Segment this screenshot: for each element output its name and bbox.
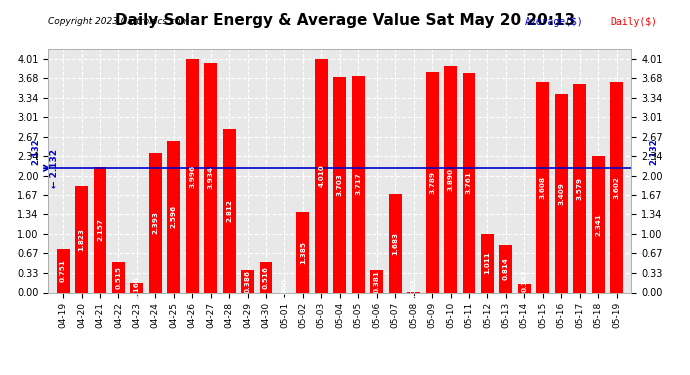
Text: 2.132: 2.132 [31, 139, 40, 165]
Text: 2.157: 2.157 [97, 218, 103, 241]
Bar [592, 156, 604, 292]
Bar [371, 270, 383, 292]
Text: 3.602: 3.602 [613, 176, 620, 199]
Text: 0.814: 0.814 [503, 257, 509, 280]
Bar [75, 186, 88, 292]
Bar [149, 153, 161, 292]
Bar [500, 245, 513, 292]
Bar [130, 283, 144, 292]
Bar [426, 72, 439, 292]
Bar [112, 262, 125, 292]
Text: 3.608: 3.608 [540, 176, 546, 199]
Text: 0.000: 0.000 [282, 278, 288, 301]
Text: 3.409: 3.409 [558, 182, 564, 204]
Text: 0.386: 0.386 [244, 270, 250, 293]
Bar [388, 194, 402, 292]
Bar [223, 129, 235, 292]
Bar [555, 94, 568, 292]
Bar [333, 76, 346, 292]
Text: 1.385: 1.385 [300, 241, 306, 264]
Text: 3.996: 3.996 [189, 164, 195, 188]
Text: 1.823: 1.823 [79, 228, 84, 251]
Bar [573, 84, 586, 292]
Bar [462, 73, 475, 292]
Text: 3.717: 3.717 [355, 173, 362, 195]
Text: ← 2.132: ← 2.132 [50, 148, 59, 188]
Bar [518, 284, 531, 292]
Text: 0.381: 0.381 [374, 270, 380, 293]
Text: 3.703: 3.703 [337, 173, 343, 196]
Bar [352, 76, 365, 292]
Text: 0.147: 0.147 [522, 270, 527, 292]
Text: 0.516: 0.516 [263, 266, 269, 289]
Text: 2.132: 2.132 [649, 139, 658, 165]
Bar [444, 66, 457, 292]
Text: 2.596: 2.596 [170, 205, 177, 228]
Bar [241, 270, 254, 292]
Text: 3.579: 3.579 [577, 177, 582, 200]
Text: 0.160: 0.160 [134, 276, 140, 299]
Bar [297, 212, 309, 292]
Text: 1.683: 1.683 [392, 232, 398, 255]
Bar [204, 63, 217, 292]
Bar [536, 82, 549, 292]
Bar [186, 60, 199, 292]
Text: 3.890: 3.890 [448, 168, 453, 190]
Text: 2.341: 2.341 [595, 213, 601, 236]
Text: Daily($): Daily($) [611, 17, 658, 27]
Bar [481, 234, 494, 292]
Bar [259, 262, 273, 292]
Text: 3.761: 3.761 [466, 171, 472, 194]
Text: 0.751: 0.751 [60, 259, 66, 282]
Bar [315, 58, 328, 292]
Text: 0.003: 0.003 [411, 278, 417, 301]
Text: Daily Solar Energy & Average Value Sat May 20 20:13: Daily Solar Energy & Average Value Sat M… [115, 13, 575, 28]
Text: Average($): Average($) [524, 17, 583, 27]
Text: 3.934: 3.934 [208, 166, 214, 189]
Bar [94, 167, 106, 292]
Text: 3.789: 3.789 [429, 171, 435, 194]
Text: 2.393: 2.393 [152, 211, 158, 234]
Text: Copyright 2023 Cartronics.com: Copyright 2023 Cartronics.com [48, 17, 190, 26]
Bar [167, 141, 180, 292]
Text: 2.812: 2.812 [226, 199, 232, 222]
Text: 4.010: 4.010 [318, 164, 324, 187]
Text: 1.011: 1.011 [484, 252, 491, 274]
Bar [610, 82, 623, 292]
Text: 0.515: 0.515 [115, 266, 121, 289]
Bar [57, 249, 70, 292]
